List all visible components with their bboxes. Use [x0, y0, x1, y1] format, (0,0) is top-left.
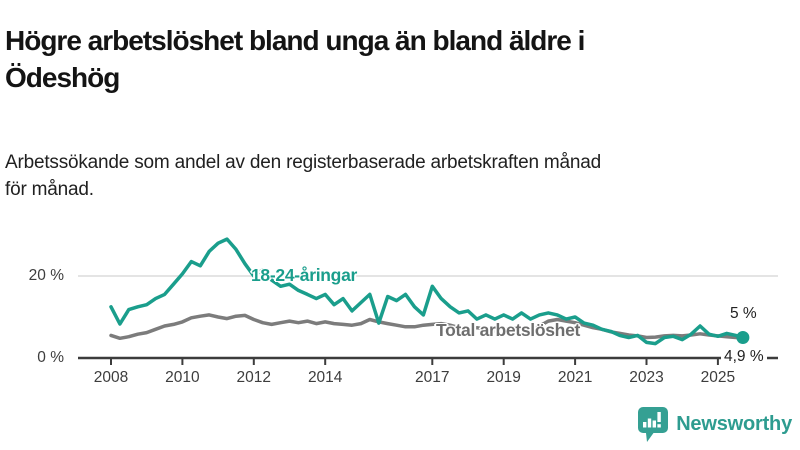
x-axis-tick-label: 2012	[236, 369, 272, 386]
x-axis-tick-label: 2025	[700, 369, 736, 386]
page-title: Högre arbetslöshet bland unga än bland ä…	[5, 24, 585, 93]
series-line-total	[109, 313, 745, 341]
newsworthy-icon	[638, 407, 669, 442]
y-axis-tick-label: 0 %	[37, 349, 64, 366]
x-axis-tick-label: 2021	[557, 369, 593, 386]
x-axis-tick-label: 2014	[307, 369, 343, 386]
x-axis-tick-label: 2010	[165, 369, 200, 386]
x-axis-tick-label: 2023	[629, 369, 664, 386]
series-label-young: 18-24-åringar	[251, 265, 358, 285]
y-axis-tick-label: 20 %	[28, 267, 64, 284]
page-subtitle: Arbetssökande som andel av den registerb…	[5, 152, 602, 200]
end-point-dot	[736, 331, 750, 344]
brand-logo: Newsworthy	[635, 406, 792, 443]
x-axis-tick-label: 2008	[93, 369, 129, 386]
end-value-label-total: 4,9 %	[721, 348, 767, 366]
end-value-label-young: 5 %	[730, 305, 757, 322]
series-label-total: Total arbetslöshet	[436, 320, 581, 340]
x-axis-tick-label: 2017	[415, 369, 450, 386]
series-line-young	[109, 237, 745, 346]
brand-name: Newsworthy	[676, 413, 792, 435]
x-axis-tick-label: 2019	[486, 369, 521, 386]
